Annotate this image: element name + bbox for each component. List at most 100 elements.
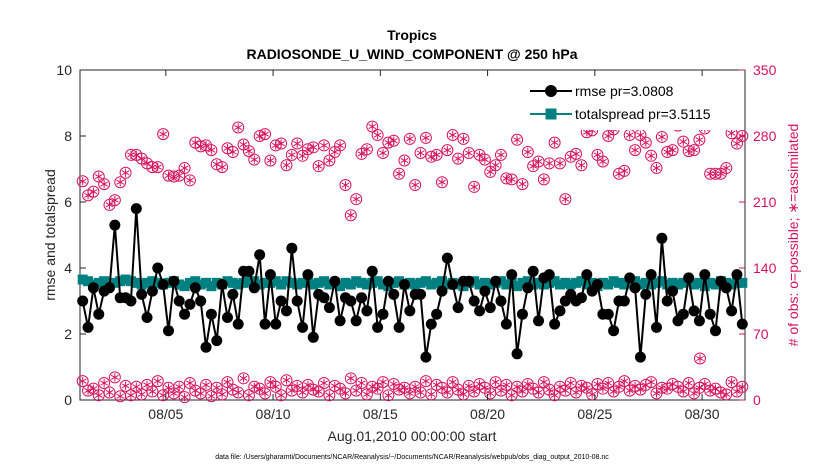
rmse-point [130, 203, 142, 215]
totalspread-point [276, 279, 287, 290]
rmse-point [554, 305, 566, 317]
obs-marker [393, 167, 406, 180]
rmse-point [211, 335, 223, 347]
obs-marker [194, 387, 207, 400]
obs-marker [666, 144, 679, 157]
rmse-point [667, 285, 679, 297]
chart-subtitle: RADIOSONDE_U_WIND_COMPONENT @ 250 hPa [246, 46, 577, 62]
rmse-point [452, 302, 464, 314]
rmse-point [334, 315, 346, 327]
obs-marker [157, 128, 170, 141]
y-tick-label-right: 0 [753, 392, 761, 408]
rmse-point [527, 265, 539, 277]
rmse-point [291, 295, 303, 307]
rmse-point [415, 288, 427, 300]
data-file-footer: data file: /Users/gharamti/Documents/NCA… [215, 454, 609, 461]
obs-marker [87, 185, 100, 198]
obs-marker [124, 389, 137, 402]
totalspread-point [254, 279, 265, 290]
y-tick-label: 6 [64, 194, 72, 210]
obs-marker [419, 131, 432, 144]
obs-marker [570, 147, 583, 160]
totalspread-point [179, 281, 190, 292]
obs-marker [151, 161, 164, 174]
rmse-point [393, 321, 405, 333]
obs-marker [629, 144, 642, 157]
obs-marker [505, 389, 518, 402]
rmse-point [200, 341, 212, 353]
obs-marker [296, 149, 309, 162]
obs-marker [216, 161, 229, 174]
rmse-point [350, 315, 362, 327]
obs-marker [543, 157, 556, 170]
obs-marker [511, 133, 524, 146]
obs-marker [382, 389, 395, 402]
rmse-point [184, 298, 196, 310]
totalspread-point [195, 279, 206, 290]
obs-marker [414, 386, 427, 399]
totalspread-point [174, 279, 185, 290]
totalspread-point [672, 279, 683, 290]
obs-marker [264, 154, 277, 167]
rmse-point [286, 242, 298, 254]
ticks-layer: 08/05 08/10 08/15 08/20 08/25 08/30 0 2 4 6 8 10 0 70… [56, 62, 776, 422]
rmse-point [302, 269, 314, 281]
rmse-point [447, 279, 459, 290]
rmse-point [361, 305, 373, 317]
totalspread-point [651, 277, 662, 288]
rmse-point [254, 249, 266, 261]
totalspread-point [99, 276, 110, 287]
obs-marker [736, 380, 749, 393]
totalspread-point [222, 276, 233, 287]
totalspread-point [667, 277, 678, 288]
rmse-point [500, 318, 512, 330]
obs-marker [76, 175, 89, 188]
obs-marker [114, 176, 127, 189]
rmse-point [398, 279, 410, 290]
totalspread-point [587, 277, 598, 288]
rmse-point [506, 269, 518, 281]
rmse-point [522, 282, 534, 294]
obs-marker [441, 386, 454, 399]
obs-marker [114, 390, 127, 403]
y-axis-label-right: # of obs: o=possible; ∗=assimilated [785, 124, 801, 347]
obs-marker [312, 385, 325, 398]
obs-marker [452, 152, 465, 165]
totalspread-point [431, 277, 442, 288]
obs-marker [377, 146, 390, 159]
rmse-point [592, 279, 604, 290]
totalspread-point [603, 279, 614, 290]
rmse-point [543, 269, 555, 281]
rmse-point [549, 318, 561, 330]
rmse-point [474, 305, 486, 317]
totalspread-point [340, 277, 351, 288]
legend-spread-marker [545, 108, 557, 120]
totalspread-point [120, 274, 131, 285]
obs-marker [457, 388, 470, 401]
totalspread-point [238, 277, 249, 288]
x-tick-label: 08/05 [148, 406, 183, 422]
obs-marker [92, 389, 105, 402]
obs-marker [307, 141, 320, 154]
obs-marker [532, 155, 545, 168]
y-tick-label: 2 [64, 326, 72, 342]
totalspread-point [83, 276, 94, 287]
rmse-point [651, 321, 663, 333]
totalspread-point [319, 276, 330, 287]
rmse-point [516, 308, 528, 320]
rmse-line [81, 208, 744, 358]
totalspread-point [324, 279, 335, 290]
rmse-point [624, 272, 636, 284]
y-tick-label-right: 210 [753, 194, 777, 210]
y-tick-label: 10 [56, 62, 72, 78]
obs-marker [344, 372, 357, 385]
totalspread-point [662, 279, 673, 290]
obs-marker [371, 382, 384, 395]
obs-marker [366, 120, 379, 133]
obs-marker [226, 146, 239, 159]
rmse-point [463, 275, 475, 287]
legend-rmse-marker [545, 85, 557, 97]
rmse-point [420, 351, 432, 363]
totalspread-point [270, 276, 281, 287]
rmse-point [227, 288, 239, 300]
